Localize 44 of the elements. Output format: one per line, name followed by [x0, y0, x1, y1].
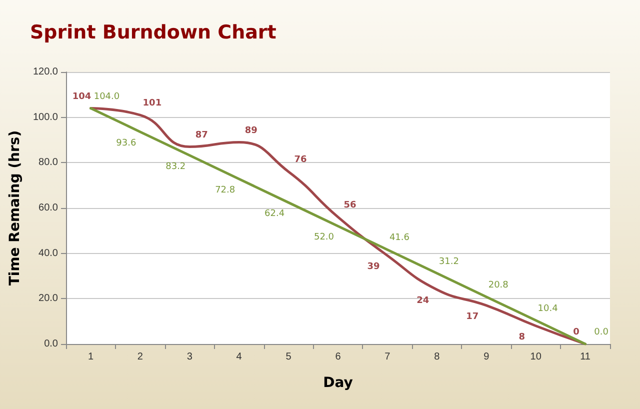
data-label: 56: [344, 200, 356, 211]
data-label: 62.4: [264, 209, 285, 220]
y-tick-label: 0.0: [44, 338, 58, 350]
x-tick-label: 10: [530, 352, 542, 362]
x-tick-label: 2: [137, 352, 144, 362]
x-tick-label: 1: [88, 352, 94, 362]
data-label: 20.8: [488, 280, 509, 290]
y-tick-label: 100.0: [32, 112, 58, 123]
x-tick-label: 4: [236, 352, 242, 362]
data-label: 8: [518, 332, 525, 342]
data-label: 76: [294, 155, 307, 166]
data-label: 0: [573, 328, 580, 338]
y-axis-title: Time Remaing (hrs): [7, 130, 23, 286]
data-label: 24: [416, 296, 430, 306]
data-label: 87: [195, 130, 208, 140]
data-label: 93.6: [116, 138, 136, 148]
data-label: 89: [244, 126, 258, 136]
x-tick-label: 6: [335, 352, 342, 362]
x-tick-label: 11: [580, 352, 591, 362]
y-tick-label: 120.0: [32, 66, 58, 78]
x-tick-label: 7: [384, 352, 391, 362]
data-label: 101: [142, 98, 162, 109]
data-label: 83.2: [166, 162, 186, 172]
data-label: 72.8: [215, 185, 236, 196]
x-tick-label: 9: [484, 352, 490, 362]
y-tick-label: 80.0: [38, 157, 58, 168]
y-tick-label: 40.0: [38, 248, 58, 259]
chart-title: Sprint Burndown Chart: [30, 22, 276, 44]
data-label: 104.0: [94, 92, 120, 102]
data-label: 17: [466, 312, 479, 322]
line-series: [89, 107, 587, 346]
x-tick-label: 5: [286, 352, 292, 362]
x-axis-title: Day: [323, 375, 353, 391]
data-label: 104: [72, 92, 92, 102]
x-tick-label: 8: [434, 352, 440, 362]
x-tick-label: 3: [186, 352, 193, 362]
data-label: 0.0: [594, 328, 609, 338]
data-label: 39: [367, 262, 380, 272]
y-tick-label: 20.0: [38, 293, 58, 304]
data-label: 31.2: [438, 256, 459, 267]
data-label: 52.0: [314, 232, 334, 243]
y-tick-label: 60.0: [38, 202, 58, 214]
data-label: 41.6: [389, 233, 410, 244]
data-label: 10.4: [538, 304, 558, 314]
